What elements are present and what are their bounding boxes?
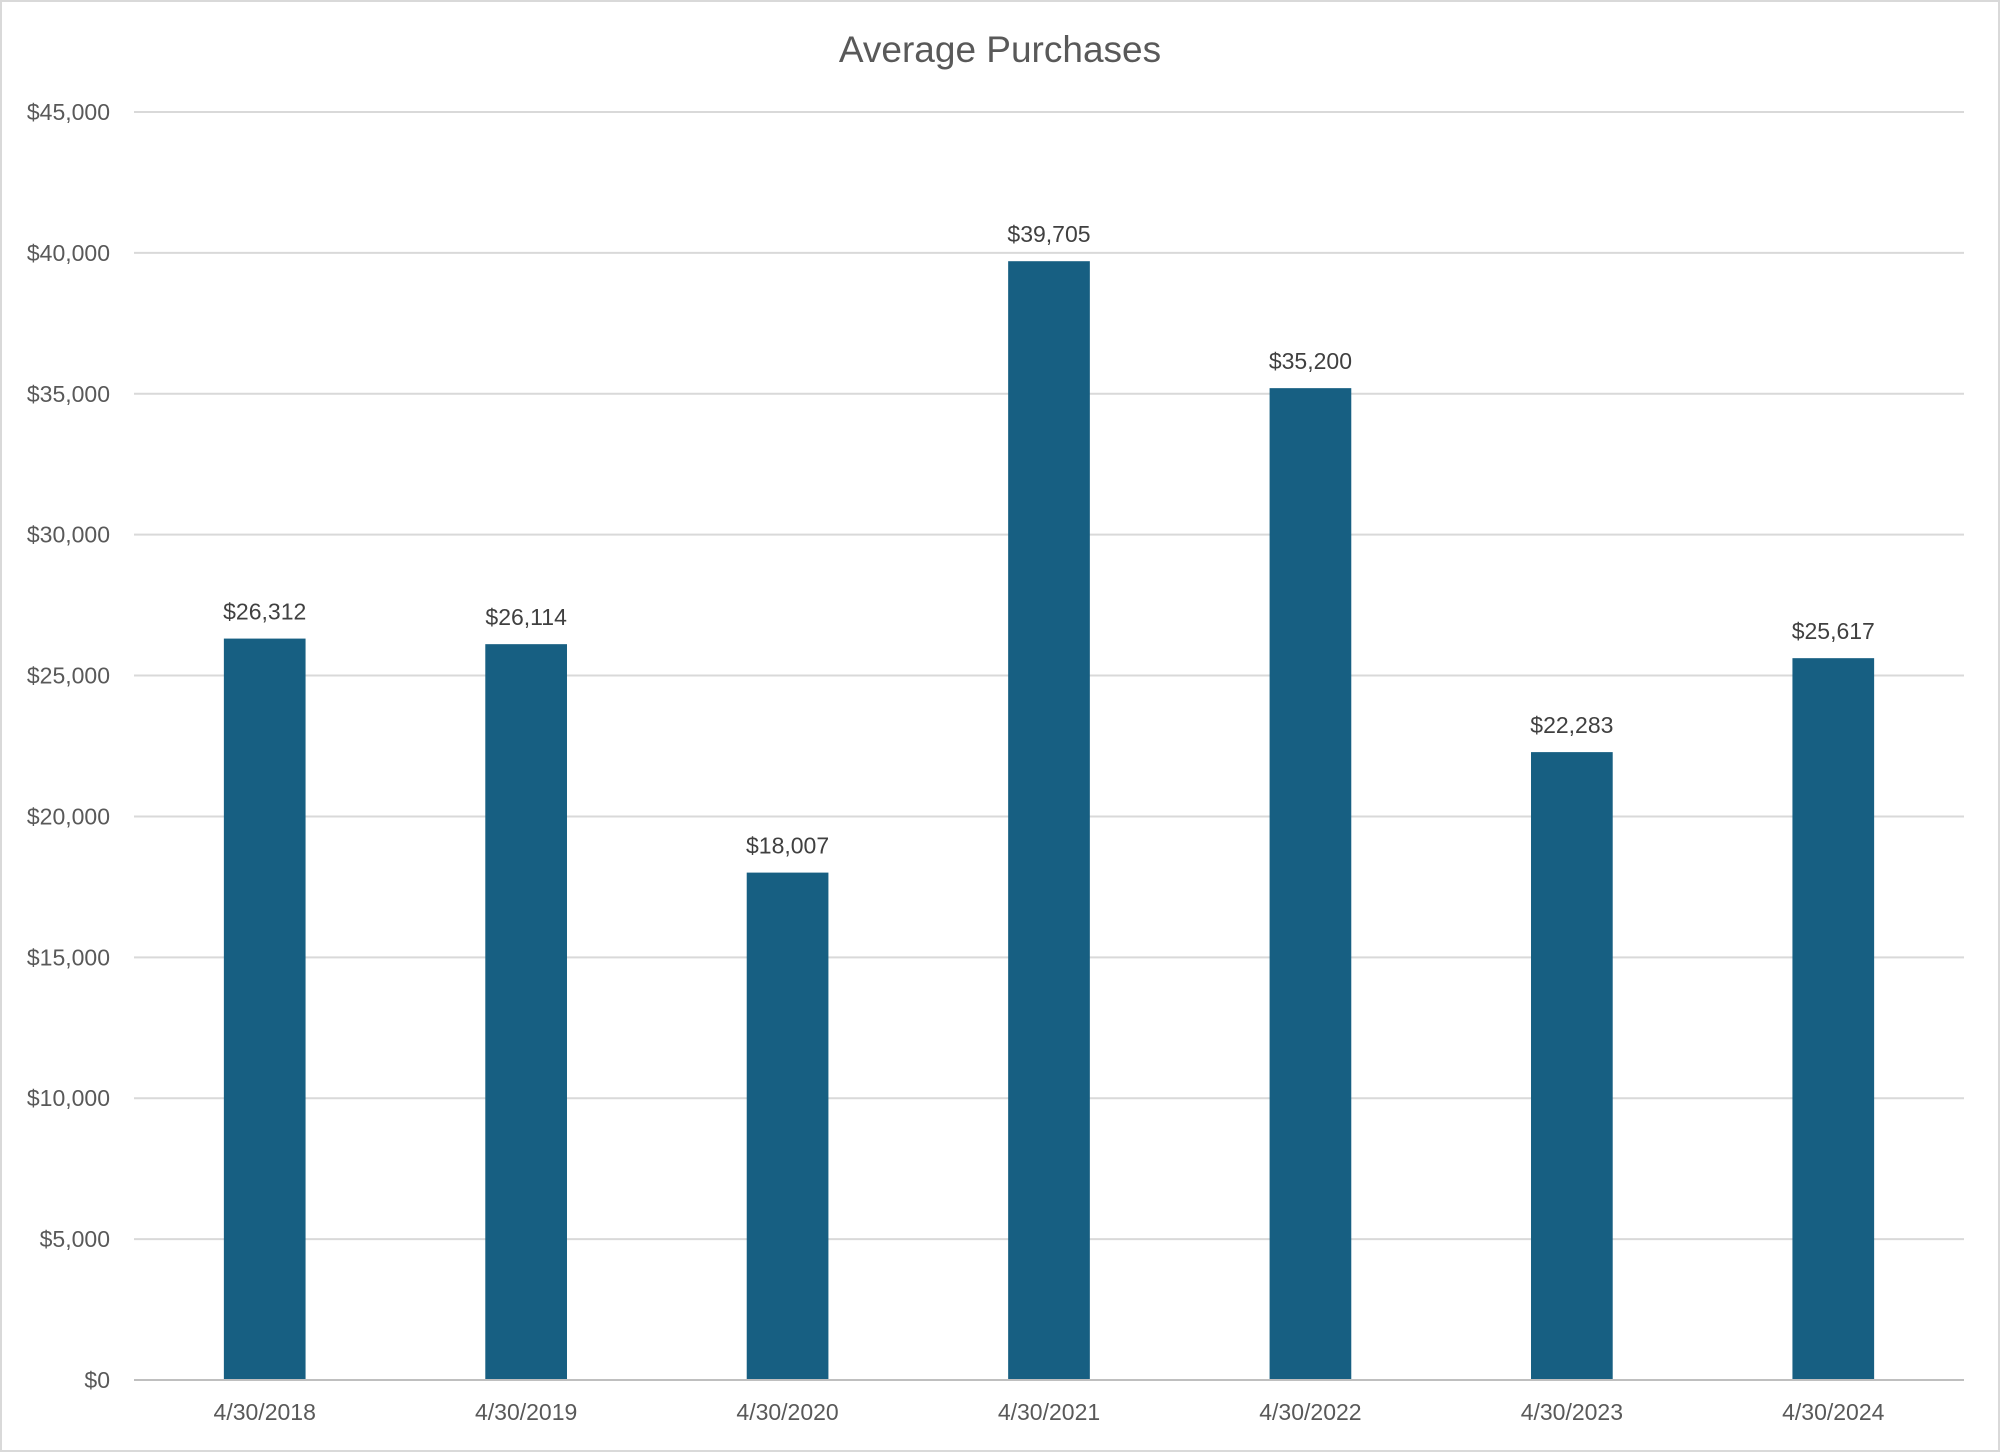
chart-title: Average Purchases bbox=[839, 29, 1161, 70]
x-tick-label: 4/30/2021 bbox=[998, 1399, 1100, 1425]
bar-value-label: $25,617 bbox=[1792, 618, 1875, 644]
x-tick-label: 4/30/2019 bbox=[475, 1399, 577, 1425]
y-tick-label: $0 bbox=[84, 1367, 110, 1393]
bar-value-label: $18,007 bbox=[746, 833, 829, 859]
bar bbox=[1531, 752, 1613, 1380]
bar bbox=[746, 872, 829, 1380]
bar-value-label: $35,200 bbox=[1269, 348, 1352, 374]
y-tick-label: $45,000 bbox=[27, 99, 110, 125]
x-tick-label: 4/30/2020 bbox=[736, 1399, 838, 1425]
data-labels: $26,312 $26,114 $18,007 $39,705 $35,200 $22,2… bbox=[223, 221, 1875, 858]
x-tick-label: 4/30/2024 bbox=[1782, 1399, 1885, 1425]
bar-value-label: $39,705 bbox=[1007, 221, 1090, 247]
bar-value-label: $26,114 bbox=[485, 604, 567, 630]
bar bbox=[1008, 261, 1090, 1381]
x-tick-label: 4/30/2023 bbox=[1521, 1399, 1623, 1425]
bar bbox=[485, 644, 567, 1380]
bar-value-label: $22,283 bbox=[1530, 712, 1613, 738]
bars bbox=[223, 261, 1875, 1381]
y-axis-ticks: $0 $5,000 $10,000 $15,000 $20,000 $25,000 $30,… bbox=[27, 99, 110, 1393]
x-tick-label: 4/30/2018 bbox=[214, 1399, 316, 1425]
bar-value-label: $26,312 bbox=[223, 599, 306, 625]
bar bbox=[1792, 658, 1875, 1380]
y-tick-label: $15,000 bbox=[27, 944, 110, 970]
y-tick-label: $10,000 bbox=[27, 1085, 110, 1111]
x-axis-ticks: 4/30/2018 4/30/2019 4/30/2020 4/30/2021 4/30… bbox=[214, 1399, 1885, 1425]
y-tick-label: $40,000 bbox=[27, 240, 110, 266]
bar bbox=[1269, 388, 1352, 1380]
y-tick-label: $20,000 bbox=[27, 803, 110, 829]
bar bbox=[223, 638, 306, 1380]
y-tick-label: $5,000 bbox=[40, 1226, 110, 1252]
y-tick-label: $35,000 bbox=[27, 381, 110, 407]
y-tick-label: $25,000 bbox=[27, 663, 110, 689]
x-tick-label: 4/30/2022 bbox=[1259, 1399, 1361, 1425]
y-tick-label: $30,000 bbox=[27, 522, 110, 548]
